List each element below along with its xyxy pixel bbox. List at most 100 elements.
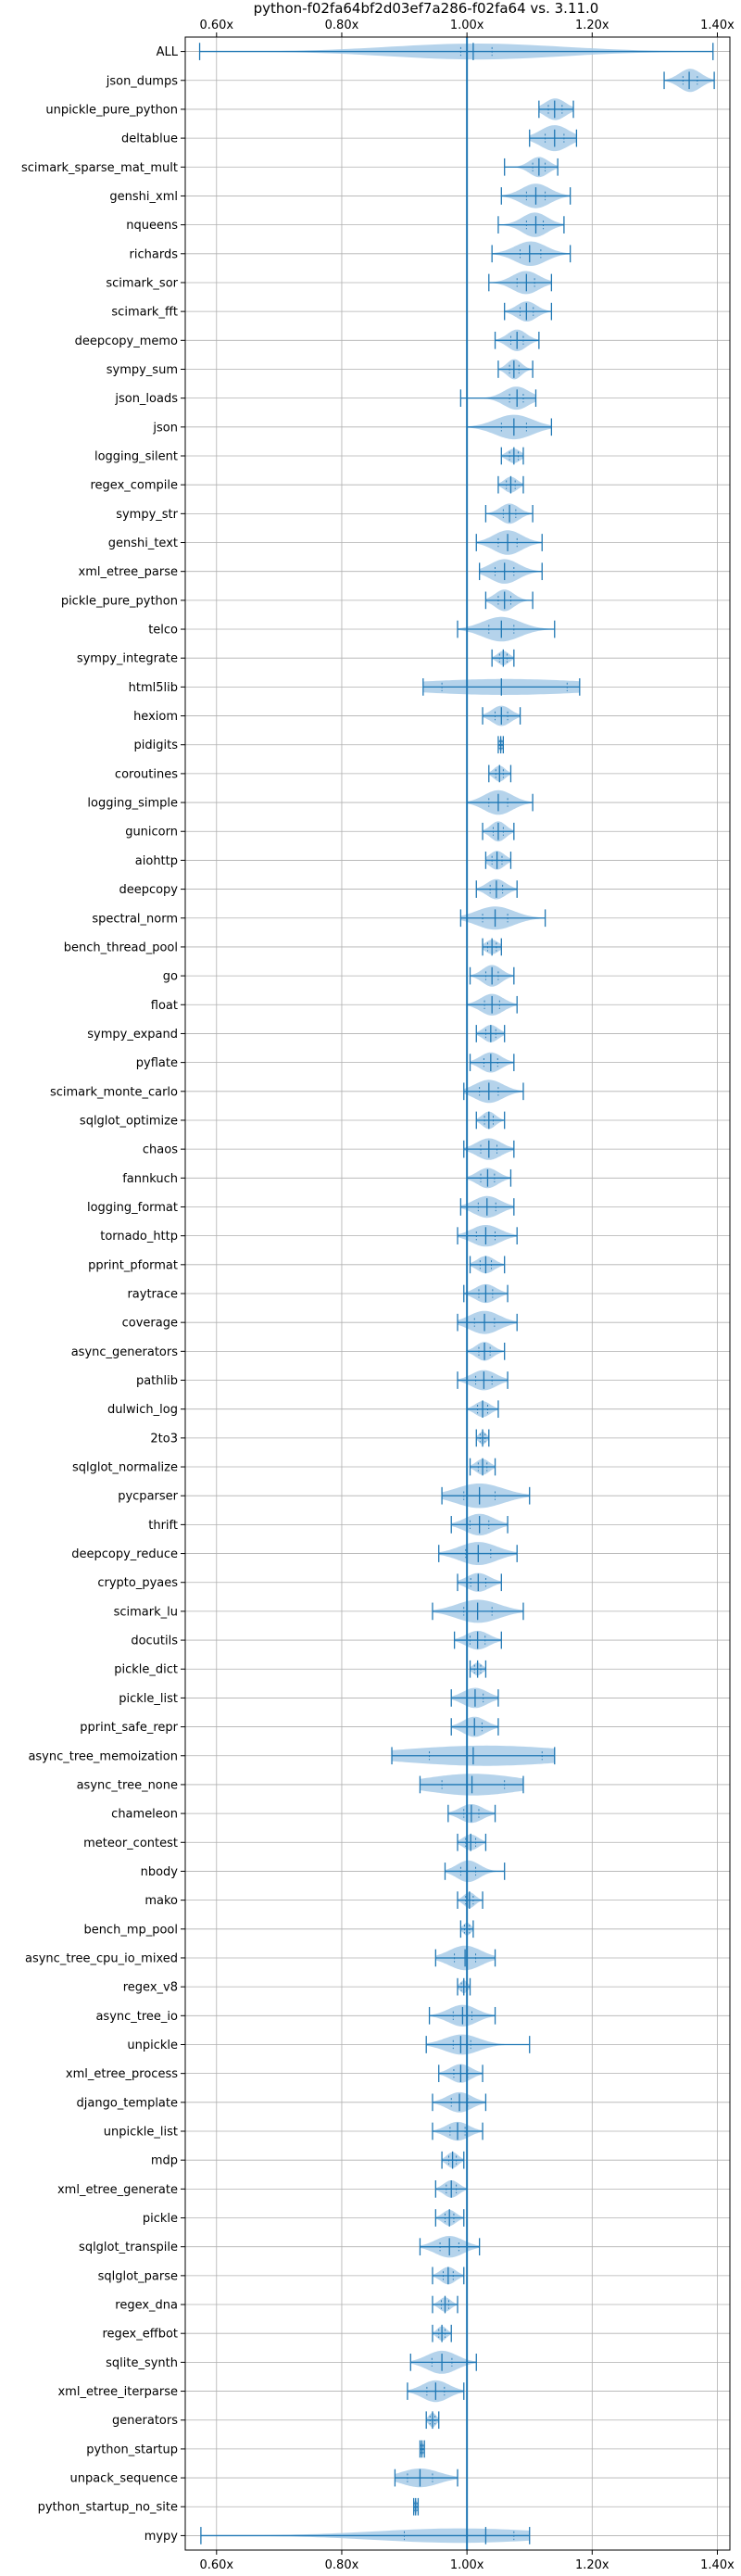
category-label: float xyxy=(151,999,178,1013)
category-label: deepcopy_reduce xyxy=(71,1547,178,1561)
category-label: spectral_norm xyxy=(92,912,178,926)
category-label: xml_etree_generate xyxy=(57,2183,178,2197)
category-label: pprint_safe_repr xyxy=(80,1721,178,1735)
category-label: nqueens xyxy=(126,219,178,233)
category-label: pickle_list xyxy=(119,1692,178,1706)
category-label: pidigits xyxy=(134,739,179,752)
category-label: django_template xyxy=(77,2096,178,2110)
category-label: regex_dna xyxy=(115,2299,178,2313)
category-label: pyflate xyxy=(136,1056,178,1070)
category-label: sympy_expand xyxy=(87,1028,178,1042)
category-label: hexiom xyxy=(133,710,178,724)
category-label: tornado_http xyxy=(100,1230,178,1244)
category-label: scimark_sor xyxy=(106,276,178,290)
category-label: async_tree_memoization xyxy=(28,1749,178,1763)
category-label: coroutines xyxy=(115,767,178,781)
x-tick-label-top: 0.60x xyxy=(199,19,233,32)
category-label: xml_etree_parse xyxy=(79,565,178,579)
category-label: logging_silent xyxy=(94,450,178,464)
category-label: pprint_pformat xyxy=(88,1258,178,1272)
category-label: dulwich_log xyxy=(107,1403,178,1417)
category-label: scimark_fft xyxy=(111,306,178,320)
category-label: scimark_monte_carlo xyxy=(50,1085,178,1099)
category-label: meteor_contest xyxy=(83,1837,178,1850)
category-label: python_startup_no_site xyxy=(38,2501,178,2515)
category-label: python_startup xyxy=(86,2443,178,2456)
category-label: genshi_text xyxy=(108,537,178,550)
category-label: sympy_str xyxy=(116,508,178,522)
category-label: raytrace xyxy=(127,1288,178,1302)
category-label: logging_simple xyxy=(87,797,178,811)
category-label: sqlglot_optimize xyxy=(80,1114,178,1128)
category-label: gunicorn xyxy=(125,826,178,840)
category-label: unpack_sequence xyxy=(69,2472,178,2486)
category-label: sqlglot_transpile xyxy=(79,2241,178,2254)
category-label: sympy_sum xyxy=(107,363,178,377)
category-label: ALL xyxy=(157,45,179,59)
category-label: docutils xyxy=(131,1635,178,1648)
x-tick-label-top: 1.40x xyxy=(700,19,735,32)
category-label: go xyxy=(163,970,178,984)
category-label: logging_format xyxy=(87,1201,178,1215)
category-label: aiohttp xyxy=(135,854,178,868)
stat-lines xyxy=(198,43,715,2544)
category-label: sqlite_synth xyxy=(106,2356,178,2370)
x-tick-label-top: 0.80x xyxy=(325,19,359,32)
category-label: xml_etree_iterparse xyxy=(57,2385,178,2399)
category-label: pickle xyxy=(143,2212,178,2226)
category-label: json xyxy=(152,421,178,435)
category-label: chameleon xyxy=(111,1808,178,1822)
x-tick-label-bottom: 1.20x xyxy=(575,2558,609,2572)
category-label: async_tree_none xyxy=(77,1778,178,1792)
x-tick-label-bottom: 0.60x xyxy=(199,2558,233,2572)
x-tick-label-bottom: 1.00x xyxy=(450,2558,484,2572)
category-label: pycparser xyxy=(118,1490,178,1504)
x-tick-label-top: 1.20x xyxy=(575,19,609,32)
category-label: chaos xyxy=(143,1143,178,1157)
category-label: sympy_integrate xyxy=(77,652,178,666)
category-label: json_loads xyxy=(114,392,178,406)
category-label: unpickle_pure_python xyxy=(45,103,178,117)
category-label: thrift xyxy=(148,1519,178,1533)
category-label: mdp xyxy=(151,2154,178,2168)
category-label: deepcopy_memo xyxy=(75,335,178,348)
category-label: bench_mp_pool xyxy=(83,1923,178,1937)
category-label: generators xyxy=(112,2414,178,2428)
category-label: mypy xyxy=(144,2530,179,2544)
category-label: scimark_lu xyxy=(114,1605,178,1619)
x-tick-label-top: 1.00x xyxy=(450,19,484,32)
category-label: deltablue xyxy=(121,133,178,146)
category-label: 2to3 xyxy=(150,1432,178,1446)
category-label: json_dumps xyxy=(106,74,178,88)
category-label: coverage xyxy=(122,1317,178,1331)
x-tick-label-bottom: 1.40x xyxy=(700,2558,735,2572)
chart-title: python-f02fa64bf2d03ef7a286-f02fa64 vs. … xyxy=(254,0,599,17)
category-label: scimark_sparse_mat_mult xyxy=(21,161,178,175)
category-label: pickle_pure_python xyxy=(61,594,178,608)
category-labels: ALL json_dumps unpickle_pure_pythondeltabl… xyxy=(21,45,179,2544)
category-label: async_tree_cpu_io_mixed xyxy=(25,1951,178,1965)
category-label: html5lib xyxy=(129,681,178,695)
category-label: unpickle xyxy=(127,2039,178,2052)
category-label: xml_etree_process xyxy=(66,2067,178,2081)
category-label: unpickle_list xyxy=(104,2126,178,2140)
category-label: genshi_xml xyxy=(109,190,178,204)
category-label: telco xyxy=(148,624,178,638)
category-label: pickle_dict xyxy=(114,1663,178,1677)
category-label: deepcopy xyxy=(119,883,178,897)
category-label: richards xyxy=(130,247,179,261)
category-label: sqlglot_normalize xyxy=(72,1461,178,1475)
category-label: bench_thread_pool xyxy=(64,941,178,954)
category-label: regex_compile xyxy=(90,479,178,493)
category-label: nbody xyxy=(141,1865,179,1879)
category-label: regex_effbot xyxy=(102,2328,178,2342)
category-label: mako xyxy=(144,1894,178,1908)
category-label: crypto_pyaes xyxy=(97,1576,178,1590)
category-label: sqlglot_parse xyxy=(98,2269,178,2283)
category-label: async_generators xyxy=(71,1345,179,1359)
category-label: fannkuch xyxy=(122,1172,178,1186)
x-tick-label-bottom: 0.80x xyxy=(325,2558,359,2572)
category-label: async_tree_io xyxy=(95,2010,178,2024)
